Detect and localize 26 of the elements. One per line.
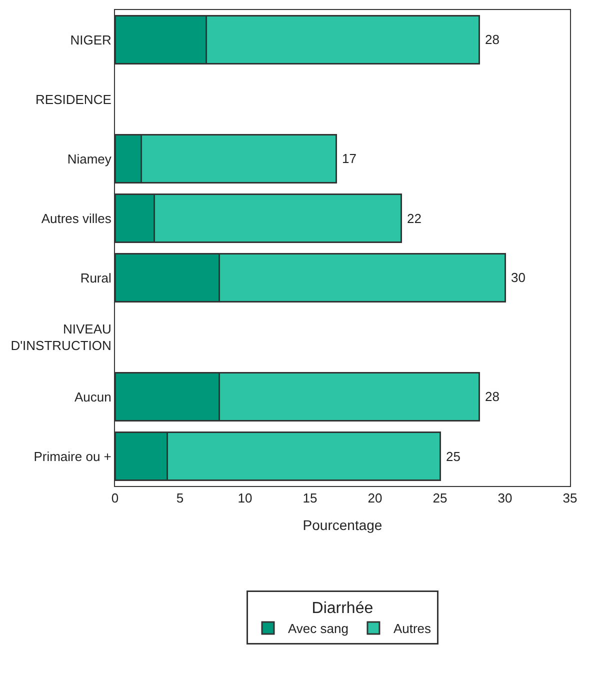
total-label: 17 — [342, 151, 356, 166]
total-label: 28 — [485, 32, 500, 47]
x-tick-label: 20 — [368, 490, 382, 506]
legend-label: Avec sang — [288, 621, 348, 636]
x-tick-label: 35 — [562, 490, 578, 506]
total-label: 22 — [407, 211, 422, 226]
total-label: 25 — [446, 449, 460, 464]
y-tick-label: NIVEAU D'INSTRUCTION — [10, 321, 112, 354]
x-tick-label: 25 — [432, 490, 448, 506]
y-tick-label: RESIDENCE — [36, 92, 112, 107]
legend-title: Diarrhée — [312, 600, 374, 618]
total-label: 28 — [485, 389, 500, 404]
y-tick-label: NIGER — [70, 32, 112, 48]
x-tick-label: 15 — [302, 490, 318, 506]
y-tick-label: Niamey — [67, 151, 112, 166]
y-tick-label: Primaire ou + — [34, 448, 112, 464]
x-tick-label: 0 — [111, 490, 119, 506]
legend-label: Autres — [393, 621, 432, 636]
y-tick-label: Rural — [80, 270, 112, 286]
y-tick-label: Aucun — [74, 389, 112, 404]
x-tick-label: 10 — [238, 490, 252, 506]
x-tick-label: 30 — [498, 490, 512, 506]
x-axis-title: Pourcentage — [302, 516, 382, 533]
y-tick-label: Autres villes — [41, 210, 112, 226]
x-tick-label: 5 — [176, 490, 184, 506]
total-label: 30 — [511, 270, 526, 285]
